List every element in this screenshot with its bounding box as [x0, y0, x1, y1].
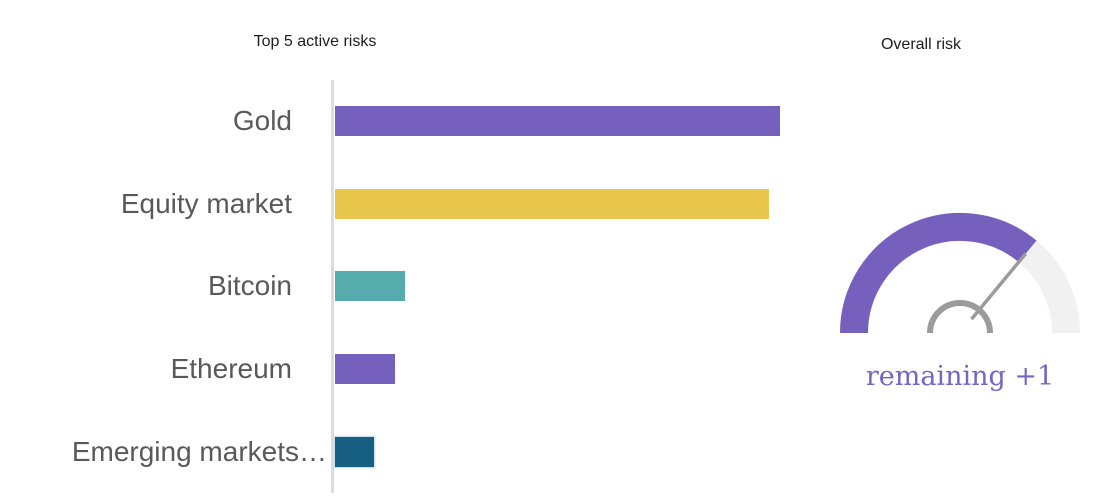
bar-emerging-markets[interactable] — [335, 436, 374, 467]
bar-chart-title: Top 5 active risks — [253, 33, 377, 50]
overall-risk-gauge[interactable] — [810, 200, 1110, 375]
bar-ethereum[interactable] — [335, 354, 395, 385]
category-label: Emerging markets… — [71, 435, 327, 467]
gauge-caption: remaining +1 — [865, 361, 1055, 392]
category-label: Ethereum — [170, 353, 292, 385]
gauge-needle-hub — [927, 300, 993, 334]
bar-row-ethereum: Ethereum — [0, 328, 820, 411]
bar-row-equity-market: Equity market — [0, 163, 820, 246]
gauge-title: Overall risk — [880, 36, 961, 53]
category-axis-line — [331, 80, 334, 493]
bar-equity-market[interactable] — [335, 188, 769, 219]
bar-bitcoin[interactable] — [335, 271, 405, 302]
category-label: Bitcoin — [207, 270, 292, 302]
bar-gold[interactable] — [335, 106, 780, 137]
gauge-fill-arc[interactable] — [840, 213, 1037, 334]
bar-row-emerging-markets: Emerging markets… — [0, 410, 820, 493]
bar-row-gold: Gold — [0, 80, 820, 163]
category-label: Gold — [232, 105, 292, 137]
bar-row-bitcoin: Bitcoin — [0, 245, 820, 328]
category-label: Equity market — [120, 187, 292, 219]
bar-chart-plot-area: Gold Equity market Bitcoin Ethereum Emer… — [0, 80, 820, 493]
